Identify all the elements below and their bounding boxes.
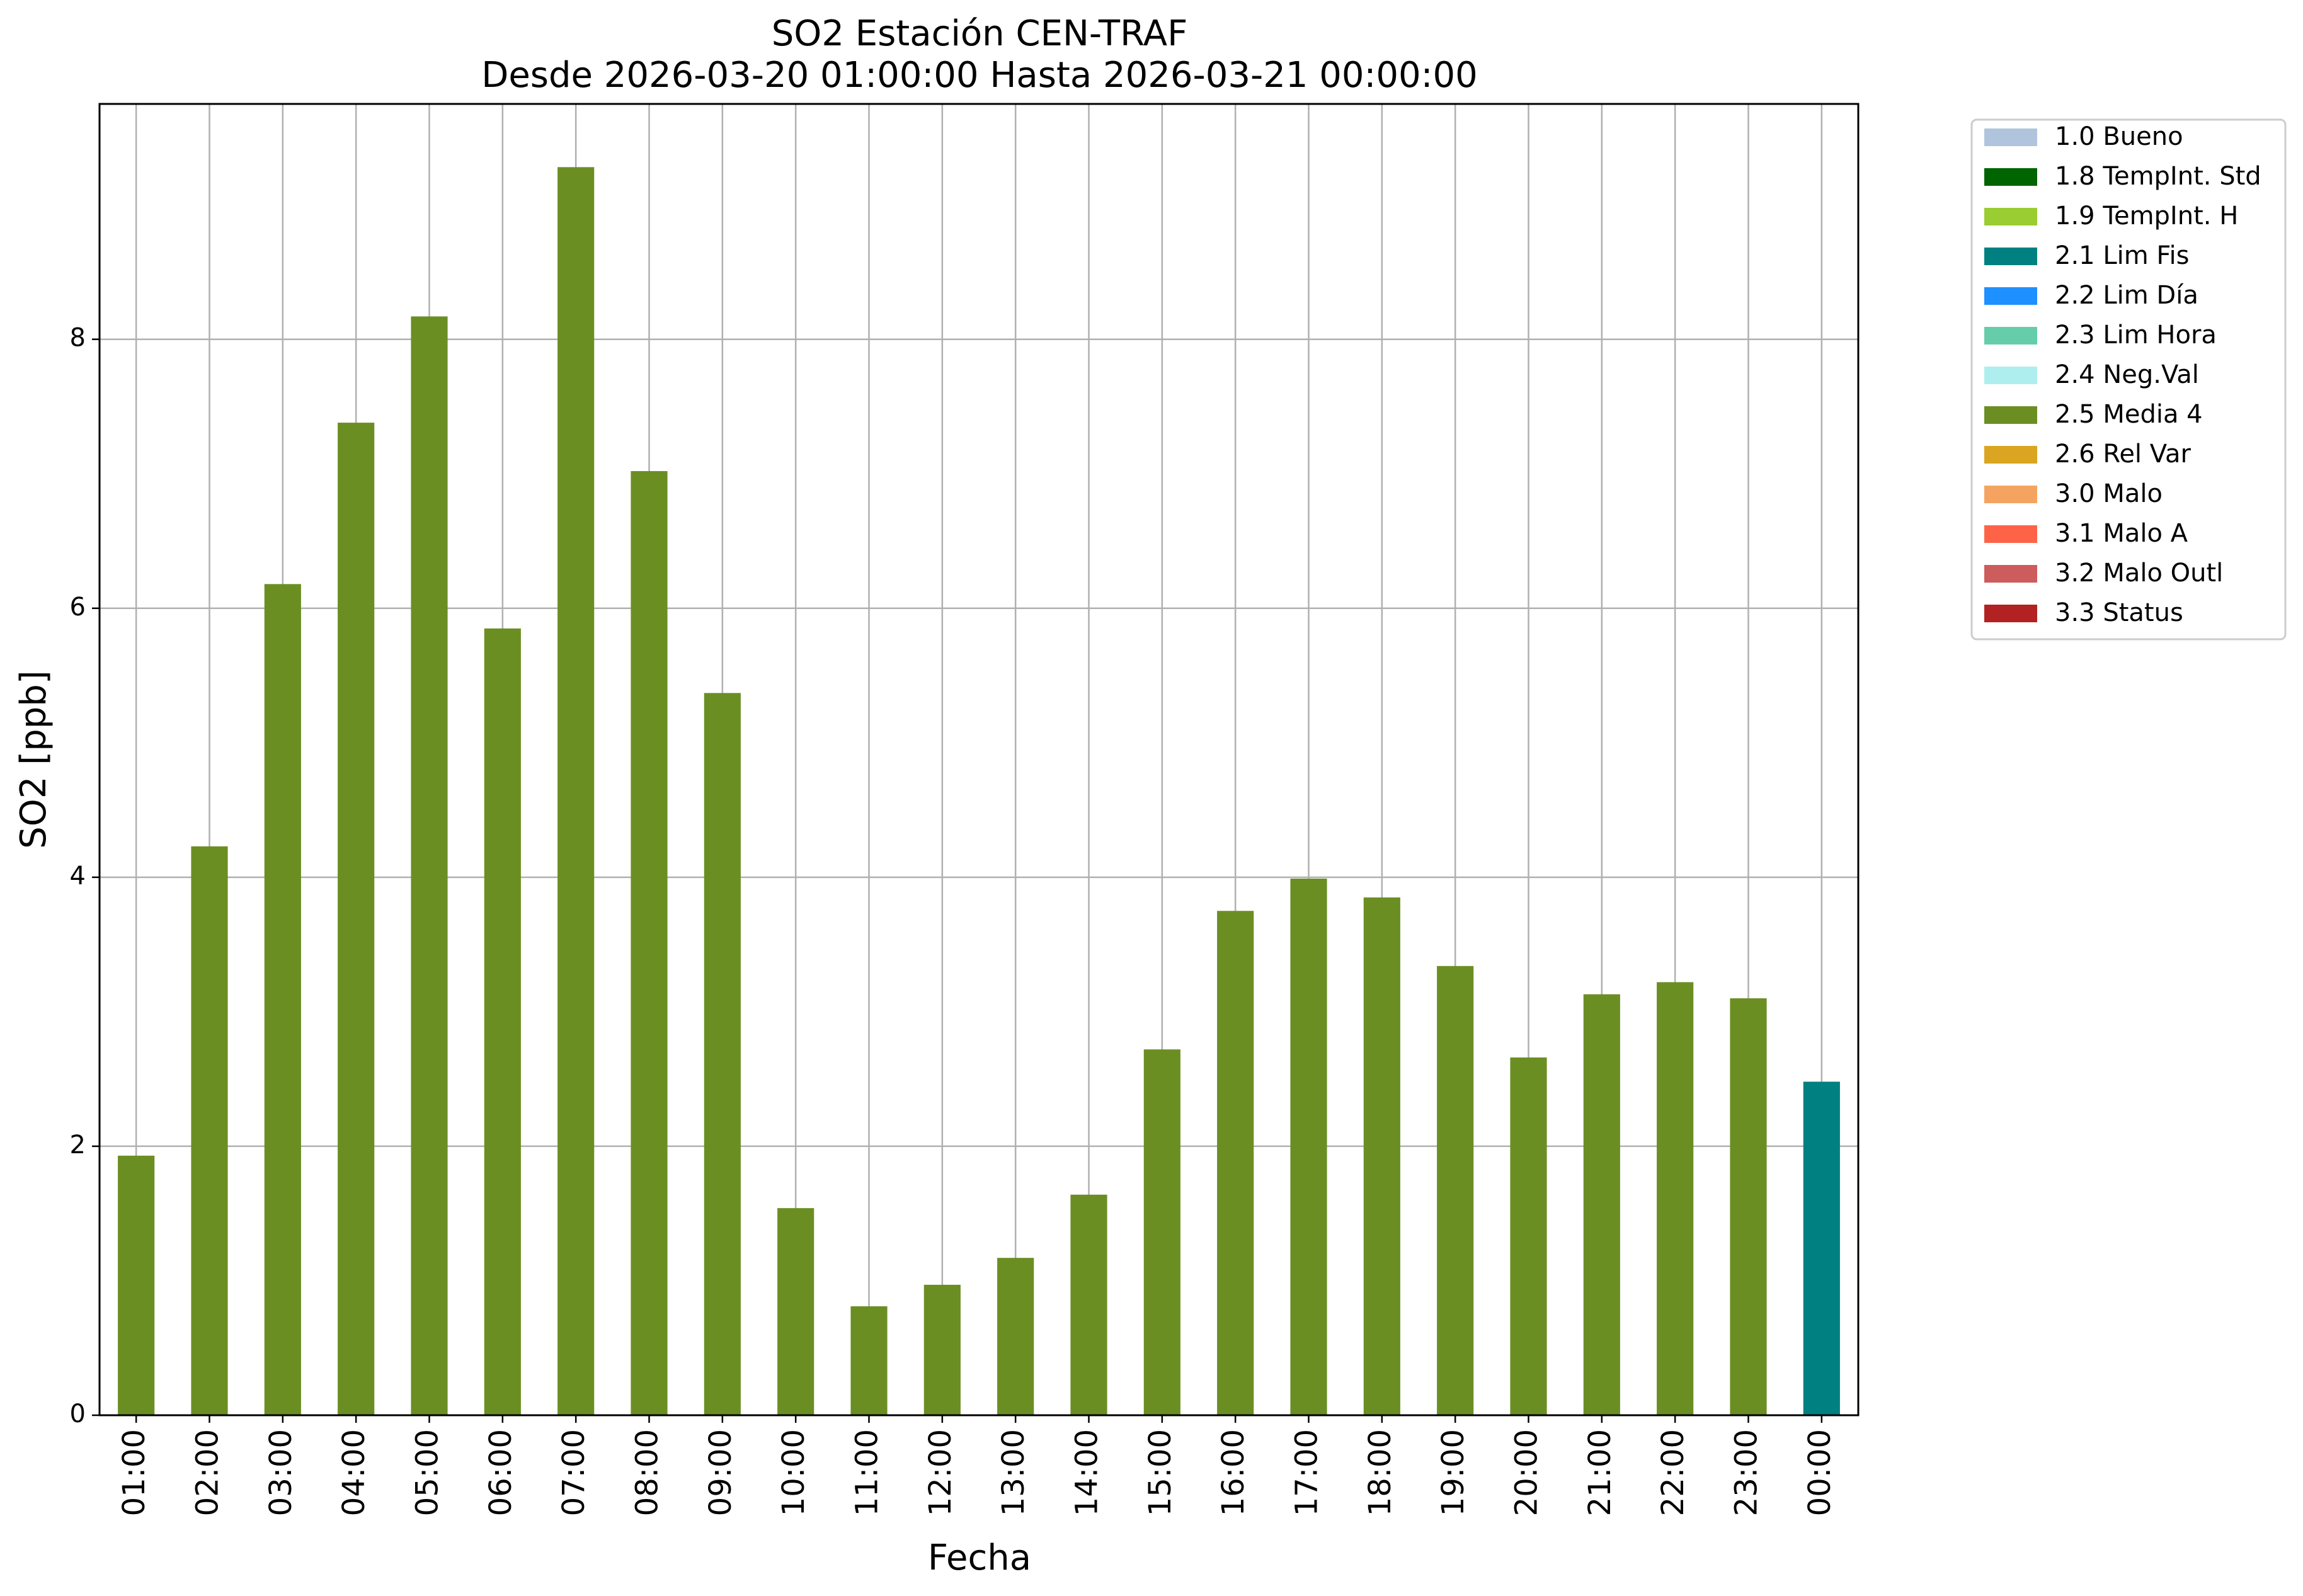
x-tick-label: 17:00 xyxy=(1289,1429,1325,1516)
bar-07:00 xyxy=(557,167,595,1416)
x-tick-label: 13:00 xyxy=(996,1429,1031,1516)
bar-15:00 xyxy=(1143,1049,1180,1415)
x-tick-label: 21:00 xyxy=(1582,1429,1618,1516)
x-tick-label: 09:00 xyxy=(703,1429,738,1516)
plot-frame xyxy=(98,103,1860,1416)
x-tick-label: 15:00 xyxy=(1143,1429,1178,1516)
legend-label: 2.6 Rel Var xyxy=(2055,440,2192,469)
legend-swatch xyxy=(1984,605,2037,622)
x-tick-label: 16:00 xyxy=(1216,1429,1251,1516)
x-tick-label: 20:00 xyxy=(1509,1429,1545,1516)
legend-swatch xyxy=(1984,287,2037,305)
bar-13:00 xyxy=(997,1258,1034,1415)
legend-swatch xyxy=(1984,128,2037,146)
legend-label: 2.3 Lim Hora xyxy=(2055,321,2217,350)
legend-swatch xyxy=(1984,486,2037,503)
x-tick-label: 01:00 xyxy=(117,1429,152,1516)
legend-label: 2.1 Lim Fis xyxy=(2055,241,2189,270)
x-tick-label: 05:00 xyxy=(410,1429,445,1516)
x-tick-label: 00:00 xyxy=(1802,1429,1837,1516)
legend-swatch xyxy=(1984,367,2037,384)
legend-swatch xyxy=(1984,406,2037,424)
bar-12:00 xyxy=(923,1284,961,1415)
bar-17:00 xyxy=(1290,878,1327,1415)
x-axis-label: Fecha xyxy=(928,1537,1031,1578)
x-tick-label: 04:00 xyxy=(336,1429,372,1516)
x-axis: 01:00 02:00 03:00 04:00 05:00 06:00 07:00 08:00… xyxy=(117,1415,1837,1516)
chart-subtitle: Desde 2026-03-20 01:00:00 Hasta 2026-03-… xyxy=(481,55,1478,96)
x-tick-label: 07:00 xyxy=(556,1429,591,1516)
legend-label: 3.1 Malo A xyxy=(2055,519,2188,548)
bar-09:00 xyxy=(704,693,741,1415)
x-tick-label: 06:00 xyxy=(483,1429,518,1516)
x-tick-label: 08:00 xyxy=(630,1429,665,1516)
bars xyxy=(118,167,1840,1416)
x-tick-label: 02:00 xyxy=(190,1429,226,1516)
bar-21:00 xyxy=(1583,994,1620,1415)
x-tick-label: 22:00 xyxy=(1655,1429,1691,1516)
x-tick-label: 03:00 xyxy=(263,1429,299,1516)
legend-label: 3.2 Malo Outl xyxy=(2055,559,2223,588)
legend-label: 1.8 TempInt. Std xyxy=(2055,162,2261,191)
bar-10:00 xyxy=(777,1208,814,1415)
legend-swatch xyxy=(1984,446,2037,464)
legend-swatch xyxy=(1984,248,2037,265)
x-tick-label: 19:00 xyxy=(1436,1429,1471,1516)
y-tick-label: 8 xyxy=(70,324,86,353)
x-tick-label: 18:00 xyxy=(1363,1429,1398,1516)
legend-swatch xyxy=(1984,565,2037,583)
bar-14:00 xyxy=(1070,1194,1107,1415)
legend-label: 2.5 Media 4 xyxy=(2055,400,2203,429)
legend-swatch xyxy=(1984,525,2037,543)
y-tick-label: 0 xyxy=(70,1399,86,1428)
y-tick-label: 4 xyxy=(70,862,86,891)
legend-label: 1.0 Bueno xyxy=(2055,122,2183,151)
bar-18:00 xyxy=(1363,897,1400,1415)
chart-title: SO2 Estación CEN-TRAF xyxy=(772,13,1188,54)
bar-03:00 xyxy=(264,584,301,1416)
legend-swatch xyxy=(1984,327,2037,345)
y-tick-label: 6 xyxy=(70,593,86,622)
bar-04:00 xyxy=(338,423,375,1415)
x-tick-label: 11:00 xyxy=(850,1429,885,1516)
bar-11:00 xyxy=(850,1306,888,1415)
bar-05:00 xyxy=(411,316,448,1416)
y-axis-label: SO2 [ppb] xyxy=(13,670,54,848)
x-tick-label: 14:00 xyxy=(1070,1429,1105,1516)
legend-label: 3.0 Malo xyxy=(2055,479,2163,508)
legend-swatch xyxy=(1984,168,2037,186)
x-tick-label: 10:00 xyxy=(776,1429,811,1516)
bar-02:00 xyxy=(191,846,228,1415)
legend-label: 1.9 TempInt. H xyxy=(2055,202,2238,231)
legend-swatch xyxy=(1984,208,2037,225)
legend-label: 3.3 Status xyxy=(2055,598,2183,627)
y-axis: 0 2 4 6 8 xyxy=(70,324,100,1428)
x-tick-label: 23:00 xyxy=(1729,1429,1764,1516)
bar-20:00 xyxy=(1510,1057,1547,1415)
bar-16:00 xyxy=(1217,911,1254,1415)
y-tick-label: 2 xyxy=(70,1131,86,1160)
legend-label: 2.4 Neg.Val xyxy=(2055,360,2199,389)
bar-08:00 xyxy=(631,470,668,1416)
legend: 1.0 Bueno 1.8 TempInt. Std 1.9 TempInt. H 2… xyxy=(1970,118,2287,641)
bar-06:00 xyxy=(484,628,521,1415)
bar-19:00 xyxy=(1437,966,1474,1415)
legend-frame xyxy=(1970,118,2287,641)
x-tick-label: 12:00 xyxy=(923,1429,958,1516)
bar-01:00 xyxy=(118,1155,155,1415)
bar-00:00 xyxy=(1803,1081,1840,1415)
legend-label: 2.2 Lim Día xyxy=(2055,281,2198,310)
bar-23:00 xyxy=(1730,998,1767,1415)
bar-22:00 xyxy=(1657,982,1694,1415)
